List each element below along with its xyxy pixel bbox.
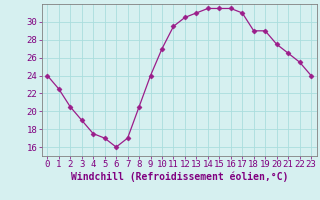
X-axis label: Windchill (Refroidissement éolien,°C): Windchill (Refroidissement éolien,°C) [70, 172, 288, 182]
